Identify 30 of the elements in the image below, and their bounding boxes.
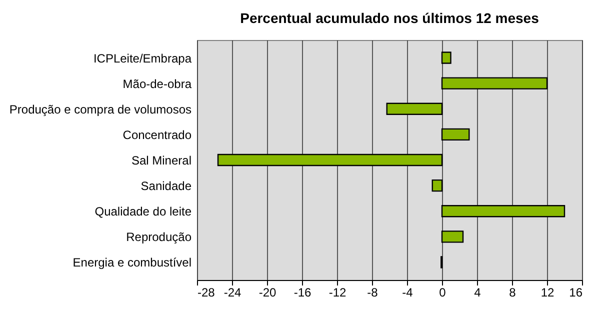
x-tick-label: 8 <box>509 286 516 300</box>
y-tick-label: ICPLeite/Embrapa <box>93 51 192 66</box>
x-tick-label: -20 <box>258 286 276 300</box>
y-tick-label: Sanidade <box>140 179 192 194</box>
bar <box>441 205 566 218</box>
x-tick-label: 4 <box>474 286 482 300</box>
bar <box>386 102 443 115</box>
x-tick-label: 16 <box>569 286 583 300</box>
y-tick-label: Mão-de-obra <box>122 76 192 91</box>
y-tick-label: Reprodução <box>126 230 192 244</box>
bar <box>217 154 443 166</box>
x-tick-label: -4 <box>402 286 414 300</box>
x-tick-label: 0 <box>439 286 446 300</box>
bar <box>441 230 464 243</box>
x-tick-label: -24 <box>224 286 242 300</box>
x-tick-label: -16 <box>294 286 312 300</box>
y-tick-label: Qualidade do leite <box>94 204 192 219</box>
x-tick-label: -8 <box>367 286 378 300</box>
y-tick-label: Energia e combustível <box>72 256 192 270</box>
bar <box>441 52 452 64</box>
x-tick-label: -12 <box>328 286 346 300</box>
bar <box>441 77 548 90</box>
y-tick-label: Concentrado <box>122 128 192 142</box>
bar <box>432 179 443 192</box>
chart-title: Percentual acumulado nos últimos 12 meses <box>240 10 540 26</box>
y-tick-label: Produção e compra de volumosos <box>9 102 192 116</box>
y-tick-label: Sal Mineral <box>131 154 192 168</box>
x-tick-label: 12 <box>540 286 554 300</box>
x-tick-label: -28 <box>198 286 216 300</box>
bar <box>441 128 470 141</box>
